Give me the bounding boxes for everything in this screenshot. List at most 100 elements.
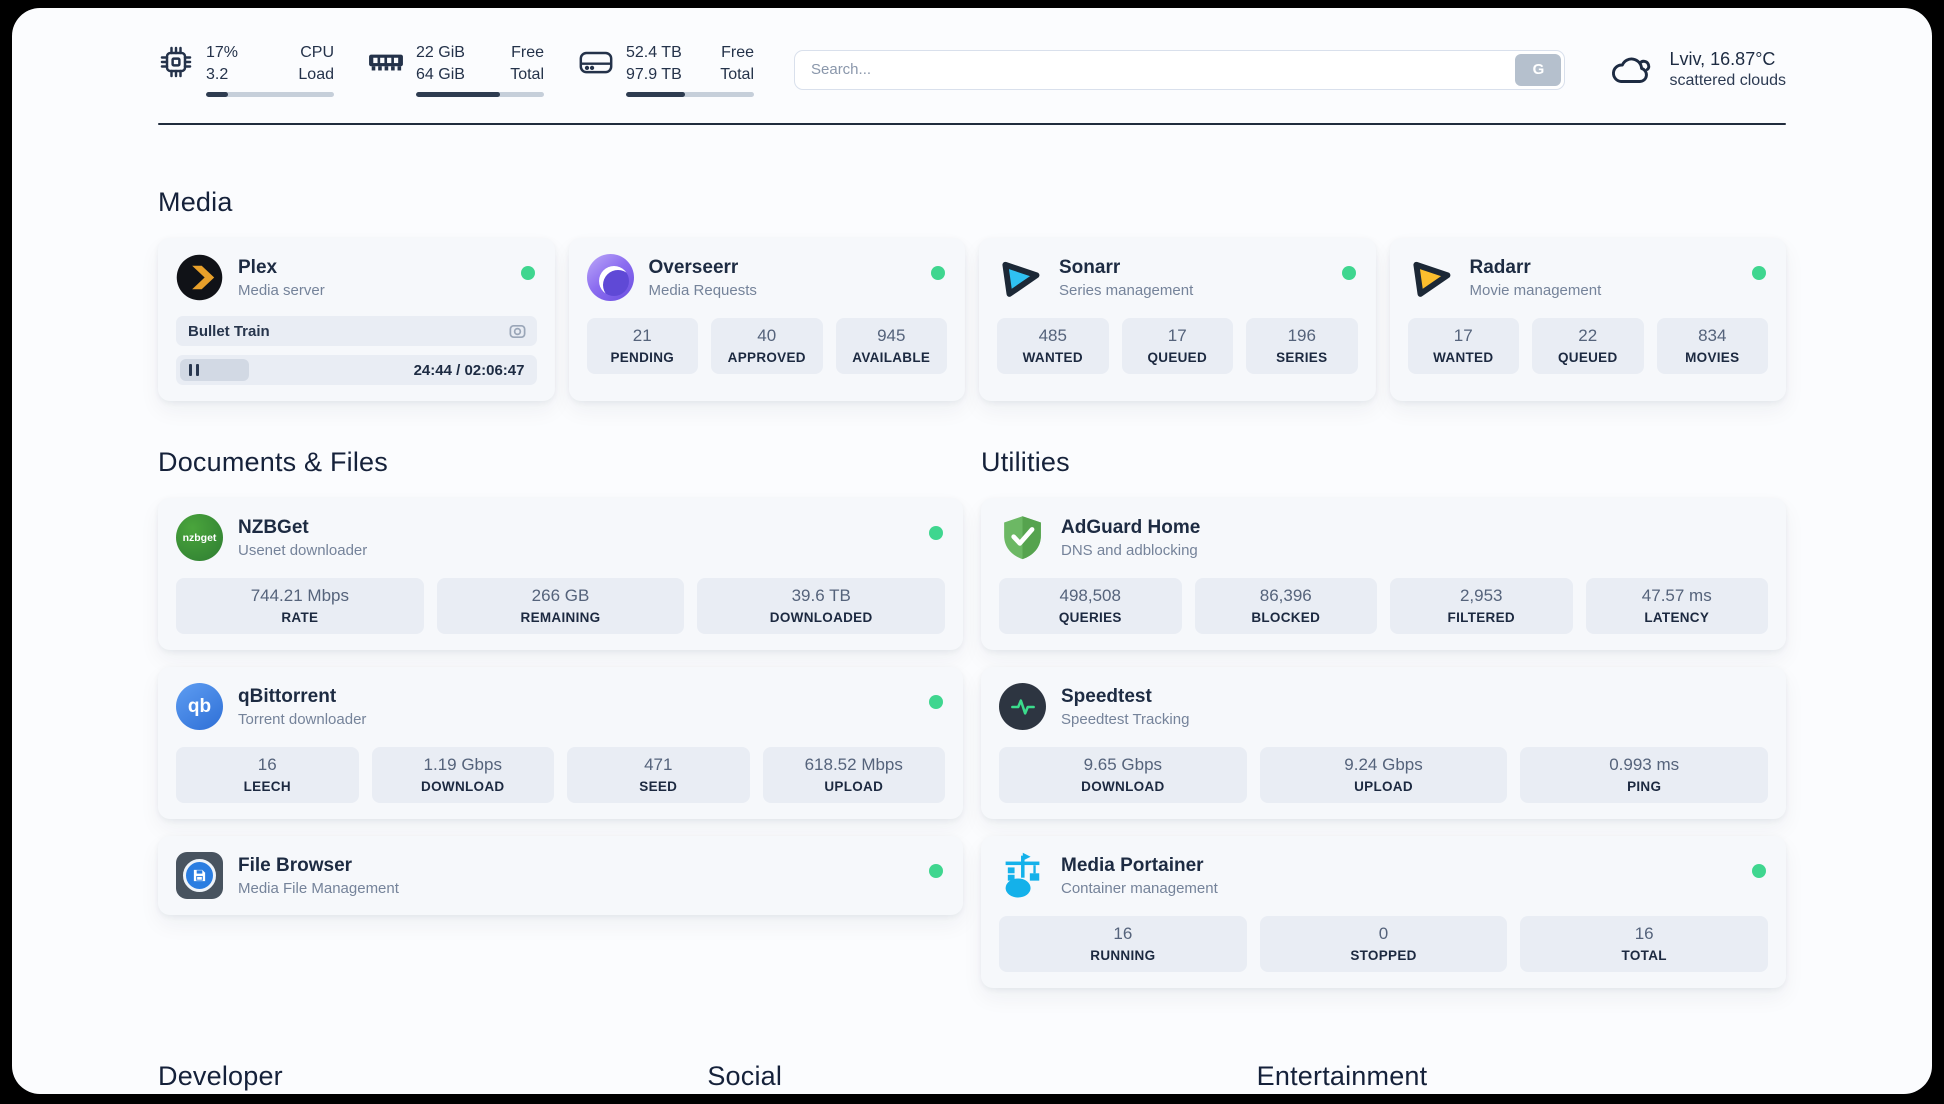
now-playing-open-icon[interactable] [508, 322, 527, 341]
now-playing-title: Bullet Train [188, 322, 270, 340]
service-subtitle: Movie management [1469, 281, 1602, 299]
stat-running: 16 RUNNING [999, 916, 1247, 973]
status-dot [520, 266, 535, 281]
service-card-portainer[interactable]: Media Portainer Container management 16 … [981, 836, 1786, 989]
search-provider-button[interactable]: G [1515, 53, 1562, 86]
status-dot [929, 864, 943, 879]
stat-remaining: 266 GB REMAINING [436, 578, 685, 635]
radarr-icon [1408, 254, 1455, 301]
service-card-nzbget[interactable]: nzbget NZBGet Usenet downloader 744.21 M… [158, 498, 963, 651]
now-playing-row: Bullet Train [176, 316, 537, 347]
stat-movies: 834 MOVIES [1656, 318, 1768, 375]
stat-queued: 17 QUEUED [1121, 318, 1233, 375]
stat-wanted: 485 WANTED [997, 318, 1109, 375]
memory-widget: 22 GiB 64 GiB Free Total [368, 42, 544, 98]
portainer-icon [999, 852, 1046, 899]
resource-widgets: 17% 3.2 CPU Load [158, 42, 754, 98]
stat-seed: 471 SEED [567, 747, 750, 804]
service-name: Plex [238, 256, 278, 278]
disk-icon [578, 44, 614, 80]
pause-icon [189, 364, 192, 377]
status-dot [929, 526, 943, 541]
service-subtitle: Series management [1059, 281, 1194, 299]
stat-available: 945 AVAILABLE [835, 318, 947, 375]
top-bar: 17% 3.2 CPU Load [158, 8, 1786, 98]
service-name: NZBGet [238, 516, 309, 538]
section-title-documents: Documents & Files [158, 447, 388, 478]
service-card-radarr[interactable]: Radarr Movie management 17 WANTED 22 QUE… [1389, 238, 1786, 402]
service-name: qBittorrent [238, 685, 337, 707]
section-title-social: Social [707, 1061, 783, 1092]
stat-approved: 40 APPROVED [711, 318, 823, 375]
stat-series: 196 SERIES [1246, 318, 1358, 375]
service-card-qbittorrent[interactable]: qb qBittorrent Torrent downloader 16 LEE… [158, 667, 963, 820]
service-subtitle: Media File Management [238, 879, 399, 897]
service-name: Overseerr [648, 256, 739, 278]
service-card-adguard[interactable]: AdGuard Home DNS and adblocking 498,508 … [981, 498, 1786, 651]
playback-progress-pill [180, 359, 249, 382]
playback-row: 24:44 / 02:06:47 [176, 355, 537, 386]
stat-download: 9.65 Gbps DOWNLOAD [999, 747, 1247, 804]
stat-latency: 47.57 ms LATENCY [1585, 578, 1768, 635]
stat-pending: 21 PENDING [586, 318, 698, 375]
service-card-plex[interactable]: Plex Media server Bullet Train [158, 238, 555, 402]
qbittorrent-icon: qb [176, 683, 223, 731]
section-title-utilities: Utilities [981, 447, 1070, 478]
filebrowser-icon [176, 852, 223, 900]
weather-widget[interactable]: Lviv, 16.87°C scattered clouds [1609, 49, 1786, 90]
service-card-sonarr[interactable]: Sonarr Series management 485 WANTED 17 Q… [979, 238, 1376, 402]
service-card-overseerr[interactable]: Overseerr Media Requests 21 PENDING 40 A… [568, 238, 965, 402]
service-name: Radarr [1469, 256, 1531, 278]
cpu-labels: CPU Load [298, 44, 334, 83]
dashboard-page: 17% 3.2 CPU Load [12, 8, 1932, 1094]
stat-total: 16 TOTAL [1520, 916, 1769, 973]
section-title-entertainment: Entertainment [1256, 1061, 1428, 1092]
stat-queries: 498,508 QUERIES [999, 578, 1182, 635]
stat-filtered: 2,953 FILTERED [1390, 578, 1573, 635]
status-dot [1752, 266, 1766, 281]
weather-location-temp: Lviv, 16.87°C [1669, 49, 1776, 70]
section-title-media: Media [158, 187, 233, 218]
status-dot [1341, 266, 1356, 281]
search-input[interactable] [794, 49, 1566, 90]
bookmark-group-social: Social LI LinkedIn linkedin.com TW Twitt… [707, 1015, 1236, 1094]
stat-downloaded: 39.6 TB DOWNLOADED [697, 578, 946, 635]
sonarr-icon [997, 254, 1044, 301]
status-dot [931, 266, 945, 281]
stat-leech: 16 LEECH [176, 747, 359, 804]
speedtest-icon [999, 683, 1046, 731]
service-name: Sonarr [1059, 256, 1121, 278]
overseerr-icon [586, 254, 634, 302]
cpu-progress-bar [206, 92, 334, 98]
disk-progress-bar [626, 92, 754, 98]
nzbget-icon: nzbget [176, 514, 223, 562]
service-card-filebrowser[interactable]: File Browser Media File Management [158, 836, 963, 916]
stat-upload: 9.24 Gbps UPLOAD [1259, 747, 1508, 804]
ram-icon [368, 44, 404, 80]
stat-rate: 744.21 Mbps RATE [176, 578, 424, 635]
memory-progress-bar [416, 92, 544, 98]
service-name: File Browser [238, 854, 353, 876]
section-media: Media Plex Media server [158, 187, 1786, 402]
service-name: Speedtest [1061, 685, 1152, 707]
service-subtitle: Media Requests [648, 281, 757, 299]
header-divider [158, 123, 1786, 126]
service-subtitle: Usenet downloader [238, 541, 368, 559]
playback-time: 24:44 / 02:06:47 [413, 361, 525, 379]
service-subtitle: Torrent downloader [238, 710, 367, 728]
status-dot [929, 695, 943, 710]
stat-blocked: 86,396 BLOCKED [1194, 578, 1377, 635]
service-subtitle: Speedtest Tracking [1061, 710, 1190, 728]
service-subtitle: Container management [1061, 879, 1218, 897]
cpu-values: 17% 3.2 [206, 44, 239, 83]
bookmark-group-entertainment: Entertainment YT YouTube youtube.com NF … [1257, 1015, 1786, 1094]
stat-download: 1.19 Gbps DOWNLOAD [371, 747, 554, 804]
plex-icon [176, 254, 223, 301]
stat-ping: 0.993 ms PING [1520, 747, 1769, 804]
weather-condition: scattered clouds [1669, 72, 1786, 90]
bookmark-group-developer: Developer GH Github github.com SO StackO… [158, 1015, 687, 1094]
stat-upload: 618.52 Mbps UPLOAD [762, 747, 945, 804]
cpu-icon [158, 44, 194, 80]
service-card-speedtest[interactable]: Speedtest Speedtest Tracking 9.65 Gbps D… [981, 667, 1786, 820]
disk-labels: Free Total [720, 44, 754, 83]
